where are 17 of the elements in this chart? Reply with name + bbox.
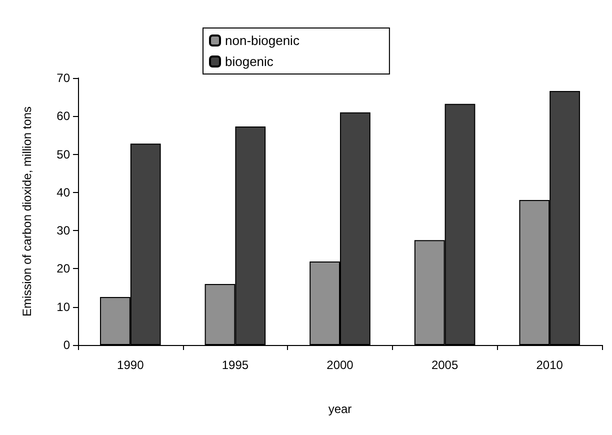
y-tick-label: 70: [56, 71, 70, 85]
x-axis-title: year: [328, 402, 352, 416]
x-tick-label: 1990: [117, 358, 144, 372]
y-axis-title: Emission of carbon dioxide, million tons: [20, 106, 34, 317]
x-tick-label: 2005: [431, 358, 458, 372]
legend-label: biogenic: [225, 54, 274, 69]
legend-label: non-biogenic: [225, 33, 300, 48]
x-tick-label: 2000: [326, 358, 354, 372]
y-tick-label: 50: [56, 147, 70, 162]
y-tick-label: 10: [56, 300, 70, 314]
y-tick-label: 0: [63, 338, 70, 352]
y-tick-label: 60: [56, 109, 70, 124]
y-tick-label: 40: [56, 185, 70, 200]
y-tick-label: 30: [56, 224, 70, 238]
y-tick-label: 20: [56, 262, 70, 276]
x-tick-label: 1995: [222, 358, 249, 372]
x-tick-label: 2010: [536, 358, 564, 372]
